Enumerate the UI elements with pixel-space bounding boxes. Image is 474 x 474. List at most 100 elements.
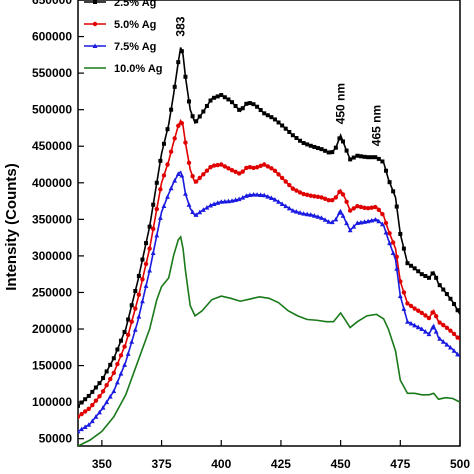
data-point — [86, 406, 91, 412]
x-tick-label: 500 — [450, 457, 470, 471]
data-point — [226, 97, 231, 102]
data-point — [390, 240, 396, 245]
data-point — [89, 418, 95, 424]
data-point — [301, 211, 307, 216]
y-tick-label: 600000 — [32, 30, 72, 44]
data-point — [276, 172, 281, 177]
data-point — [258, 108, 263, 113]
data-point — [351, 224, 357, 229]
data-point — [422, 328, 428, 334]
legend-item: 2.5% Ag — [84, 0, 156, 9]
legend-label: 7.5% Ag — [114, 41, 156, 53]
data-point — [387, 231, 392, 236]
data-point — [78, 428, 81, 434]
annotation-label: 383 — [174, 16, 188, 36]
data-point — [358, 204, 364, 210]
data-point — [108, 376, 113, 382]
data-point — [114, 379, 120, 385]
y-tick-label: 300000 — [32, 249, 72, 263]
data-point — [154, 206, 159, 212]
data-point — [101, 376, 106, 381]
y-tick-label: 450000 — [32, 139, 72, 153]
x-tick-label: 375 — [152, 457, 172, 471]
data-point — [183, 74, 188, 79]
data-point — [294, 209, 299, 214]
data-point — [347, 227, 353, 233]
legend: 2.5% Ag 5.0% Ag 7.5% Ag 10.0% Ag — [84, 0, 163, 75]
data-point — [444, 292, 449, 297]
data-point — [151, 226, 156, 232]
x-tick-label: 425 — [271, 457, 291, 471]
data-point — [129, 319, 134, 324]
data-point — [452, 302, 457, 307]
data-point — [172, 84, 177, 89]
data-point — [279, 175, 285, 181]
data-point — [247, 192, 253, 197]
data-point — [369, 205, 374, 210]
data-point — [276, 120, 281, 125]
data-point — [333, 216, 339, 222]
y-axis-title: Intensity (Counts) — [3, 163, 20, 291]
data-point — [326, 197, 331, 203]
data-point — [83, 397, 88, 402]
data-point — [311, 213, 317, 218]
y-tick-label: 200000 — [32, 322, 72, 336]
data-point — [219, 162, 224, 167]
data-point — [93, 414, 99, 419]
data-point — [294, 188, 299, 193]
data-point — [355, 153, 360, 158]
data-point — [254, 165, 260, 170]
legend-item: 10.0% Ag — [84, 63, 163, 75]
data-point — [351, 206, 356, 211]
data-point — [412, 266, 417, 271]
legend-label: 10.0% Ag — [114, 63, 163, 75]
data-point — [222, 95, 227, 100]
data-point — [144, 241, 149, 246]
data-point — [212, 95, 217, 100]
data-point — [229, 198, 235, 203]
plot-area — [77, 0, 461, 447]
data-point — [243, 193, 249, 198]
data-point — [394, 266, 400, 271]
y-tick-label: 100000 — [32, 395, 72, 409]
data-point — [211, 201, 217, 206]
data-point — [344, 199, 349, 204]
data-point — [154, 180, 159, 185]
y-tick-label: 150000 — [32, 359, 72, 373]
data-point — [247, 164, 253, 170]
x-tick-label: 475 — [390, 457, 410, 471]
data-point — [326, 150, 331, 155]
data-point — [269, 115, 274, 120]
data-point — [430, 310, 435, 315]
data-point — [79, 426, 84, 432]
data-point — [298, 138, 303, 143]
data-point — [315, 146, 320, 151]
data-point — [158, 158, 163, 163]
data-point — [276, 199, 281, 204]
data-point — [391, 189, 396, 194]
data-point — [362, 219, 367, 224]
data-point — [305, 192, 310, 198]
annotation-label: 450 nm — [334, 83, 348, 124]
data-point — [111, 388, 117, 394]
data-point — [118, 338, 123, 343]
data-point — [419, 326, 425, 332]
data-point — [190, 114, 195, 119]
data-point — [136, 292, 142, 297]
data-point — [312, 194, 317, 199]
data-point — [140, 257, 145, 262]
data-point — [415, 324, 421, 330]
y-tick-label: 550000 — [32, 66, 72, 80]
data-point — [448, 328, 453, 333]
data-point — [287, 182, 292, 188]
data-point — [244, 101, 249, 106]
data-point — [183, 140, 188, 145]
data-point — [448, 344, 453, 350]
data-point — [115, 361, 120, 367]
data-point — [215, 162, 220, 168]
data-point — [265, 193, 271, 199]
data-point — [107, 394, 113, 399]
data-point — [161, 141, 166, 146]
data-point — [380, 221, 385, 227]
data-point — [118, 371, 124, 376]
